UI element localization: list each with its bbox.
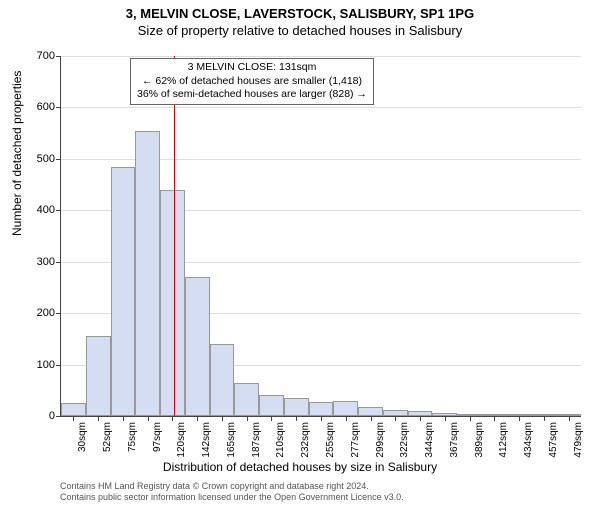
xtick-mark (271, 416, 272, 421)
xtick-mark (123, 416, 124, 421)
xtick-label: 97sqm (152, 422, 163, 452)
histogram-bar (210, 344, 235, 416)
histogram-bar (358, 407, 383, 416)
xtick-mark (197, 416, 198, 421)
chart-title-line2: Size of property relative to detached ho… (0, 23, 600, 38)
xtick-label: 389sqm (474, 422, 485, 458)
xtick-label: 322sqm (399, 422, 410, 458)
xtick-mark (519, 416, 520, 421)
xtick-label: 165sqm (226, 422, 237, 458)
histogram-bar (185, 277, 210, 416)
annotation-line2: ← 62% of detached houses are smaller (1,… (137, 75, 367, 89)
xtick-mark (73, 416, 74, 421)
ytick-label: 200 (37, 307, 61, 319)
xtick-mark (296, 416, 297, 421)
xtick-mark (494, 416, 495, 421)
xtick-mark (98, 416, 99, 421)
xtick-label: 232sqm (300, 422, 311, 458)
ytick-label: 700 (37, 50, 61, 62)
histogram-bar (284, 398, 309, 416)
xtick-label: 142sqm (201, 422, 212, 458)
reference-line (174, 56, 175, 416)
histogram-bar (333, 401, 358, 416)
xtick-label: 120sqm (176, 422, 187, 458)
y-axis-label: Number of detached properties (10, 71, 24, 236)
xtick-mark (321, 416, 322, 421)
ytick-label: 500 (37, 153, 61, 165)
histogram-bar (111, 167, 136, 416)
ytick-label: 600 (37, 101, 61, 113)
annotation-line3: 36% of semi-detached houses are larger (… (137, 88, 367, 102)
xtick-label: 30sqm (77, 422, 88, 452)
xtick-label: 434sqm (523, 422, 534, 458)
chart-title-line1: 3, MELVIN CLOSE, LAVERSTOCK, SALISBURY, … (0, 6, 600, 23)
xtick-label: 187sqm (251, 422, 262, 458)
xtick-mark (544, 416, 545, 421)
histogram-bar (86, 336, 111, 416)
xtick-mark (148, 416, 149, 421)
xtick-label: 255sqm (325, 422, 336, 458)
xtick-label: 344sqm (424, 422, 435, 458)
xtick-label: 412sqm (498, 422, 509, 458)
xtick-mark (247, 416, 248, 421)
xtick-label: 299sqm (375, 422, 386, 458)
xtick-label: 277sqm (350, 422, 361, 458)
xtick-label: 52sqm (102, 422, 113, 452)
xtick-label: 479sqm (573, 422, 584, 458)
gridline (61, 56, 581, 57)
ytick-label: 100 (37, 359, 61, 371)
annotation-line1: 3 MELVIN CLOSE: 131sqm (137, 61, 367, 75)
x-axis-label: Distribution of detached houses by size … (0, 460, 600, 474)
xtick-mark (470, 416, 471, 421)
xtick-mark (445, 416, 446, 421)
xtick-label: 75sqm (127, 422, 138, 452)
xtick-label: 367sqm (449, 422, 460, 458)
xtick-mark (420, 416, 421, 421)
histogram-bar (160, 190, 185, 416)
histogram-bar (309, 402, 334, 416)
xtick-label: 457sqm (548, 422, 559, 458)
xtick-mark (346, 416, 347, 421)
xtick-label: 210sqm (275, 422, 286, 458)
footnote-line1: Contains HM Land Registry data © Crown c… (60, 481, 404, 492)
plot-area: 010020030040050060070030sqm52sqm75sqm97s… (60, 56, 581, 417)
histogram-bar (259, 395, 284, 416)
histogram-bar (61, 403, 86, 416)
footnote-line2: Contains public sector information licen… (60, 492, 404, 503)
xtick-mark (222, 416, 223, 421)
xtick-mark (395, 416, 396, 421)
xtick-mark (172, 416, 173, 421)
ytick-label: 400 (37, 204, 61, 216)
gridline (61, 107, 581, 108)
histogram-bar (234, 383, 259, 416)
ytick-label: 0 (49, 410, 61, 422)
xtick-mark (569, 416, 570, 421)
annotation-box: 3 MELVIN CLOSE: 131sqm ← 62% of detached… (130, 58, 374, 105)
ytick-label: 300 (37, 256, 61, 268)
xtick-mark (371, 416, 372, 421)
histogram-bar (135, 131, 160, 416)
